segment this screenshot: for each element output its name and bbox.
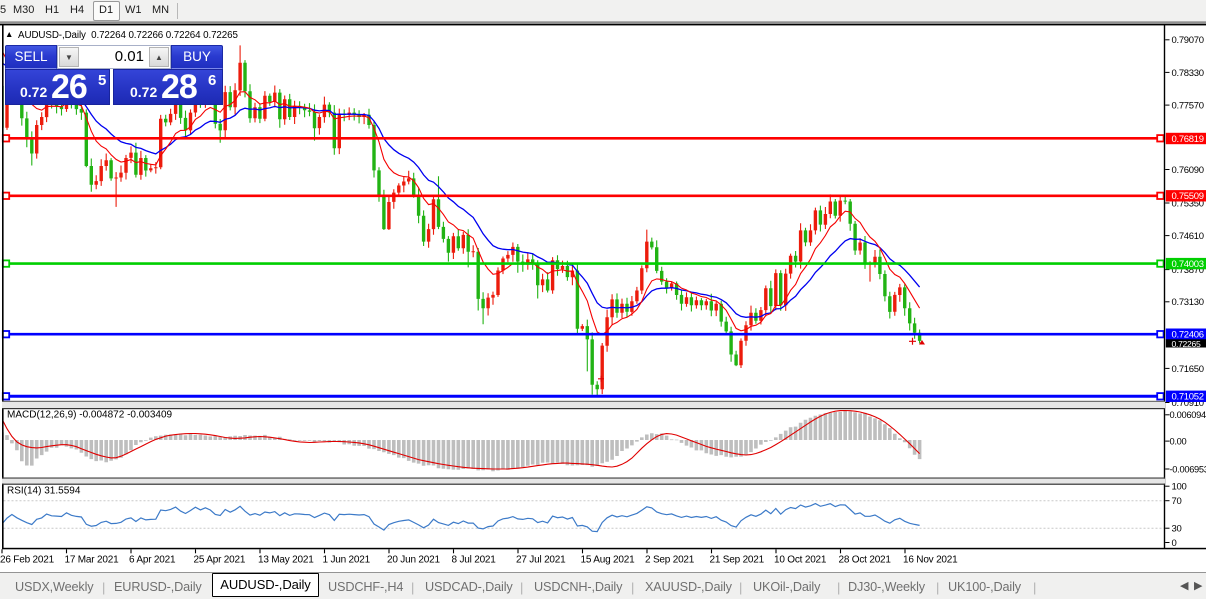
svg-text:0.006094: 0.006094 <box>1170 410 1206 420</box>
svg-text:6 Apr 2021: 6 Apr 2021 <box>129 555 176 566</box>
svg-text:0.71052: 0.71052 <box>1172 392 1204 403</box>
svg-text:0.71650: 0.71650 <box>1172 364 1204 375</box>
svg-text:MACD(12,26,9) -0.004872 -0.003: MACD(12,26,9) -0.004872 -0.003409 <box>7 410 173 421</box>
svg-text:0.76819: 0.76819 <box>1172 134 1204 145</box>
svg-text:13 May 2021: 13 May 2021 <box>258 555 314 566</box>
svg-text:8 Jul 2021: 8 Jul 2021 <box>452 555 497 566</box>
svg-text:0.79070: 0.79070 <box>1172 35 1204 46</box>
svg-text:25 Apr 2021: 25 Apr 2021 <box>194 555 246 566</box>
svg-text:0.72406: 0.72406 <box>1172 330 1204 341</box>
svg-text:0.74610: 0.74610 <box>1172 231 1204 242</box>
svg-text:100: 100 <box>1172 482 1187 493</box>
svg-text:0.74003: 0.74003 <box>1172 259 1204 270</box>
svg-text:0.78330: 0.78330 <box>1172 68 1204 79</box>
svg-text:0.00: 0.00 <box>1170 437 1187 447</box>
svg-text:10 Oct 2021: 10 Oct 2021 <box>774 555 827 566</box>
svg-text:1 Jun 2021: 1 Jun 2021 <box>323 555 371 566</box>
svg-text:0.75350: 0.75350 <box>1172 198 1204 209</box>
svg-text:-0.006953: -0.006953 <box>1170 464 1206 474</box>
svg-text:2 Sep 2021: 2 Sep 2021 <box>645 555 695 566</box>
svg-text:21 Sep 2021: 21 Sep 2021 <box>710 555 765 566</box>
svg-text:RSI(14) 31.5594: RSI(14) 31.5594 <box>7 486 81 497</box>
svg-text:15 Aug 2021: 15 Aug 2021 <box>581 555 636 566</box>
svg-text:27 Jul 2021: 27 Jul 2021 <box>516 555 566 566</box>
svg-text:20 Jun 2021: 20 Jun 2021 <box>387 555 440 566</box>
svg-text:26 Feb 2021: 26 Feb 2021 <box>0 555 55 566</box>
svg-text:0.70910: 0.70910 <box>1172 398 1204 409</box>
svg-text:0.77570: 0.77570 <box>1172 101 1204 112</box>
svg-text:70: 70 <box>1172 496 1182 507</box>
svg-text:0.75509: 0.75509 <box>1172 191 1204 202</box>
svg-text:0: 0 <box>1172 538 1177 549</box>
svg-text:28 Oct 2021: 28 Oct 2021 <box>839 555 892 566</box>
svg-text:0.72265: 0.72265 <box>1172 339 1201 349</box>
svg-text:16 Nov 2021: 16 Nov 2021 <box>903 555 958 566</box>
svg-text:17 Mar 2021: 17 Mar 2021 <box>65 555 120 566</box>
svg-text:0.73130: 0.73130 <box>1172 297 1204 308</box>
svg-text:0.73870: 0.73870 <box>1172 265 1204 276</box>
svg-text:30: 30 <box>1172 524 1182 535</box>
svg-text:0.76090: 0.76090 <box>1172 165 1204 176</box>
